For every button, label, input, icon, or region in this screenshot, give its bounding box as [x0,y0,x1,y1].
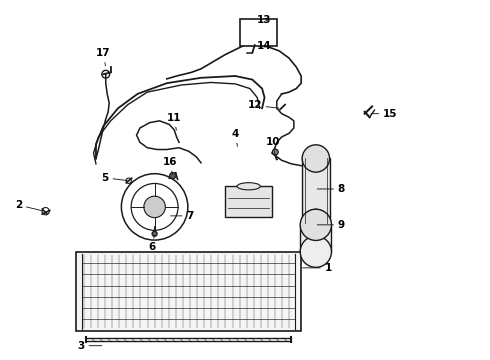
Text: 11: 11 [167,113,181,130]
Ellipse shape [302,210,330,237]
Bar [300,225,331,252]
Text: 10: 10 [266,137,280,155]
Bar [302,158,330,223]
Ellipse shape [152,231,157,236]
Text: 9: 9 [317,220,345,230]
Bar [76,252,301,330]
Ellipse shape [300,236,331,267]
Text: 4: 4 [232,129,239,147]
Ellipse shape [144,196,165,218]
Text: 3: 3 [78,341,102,351]
Text: 2: 2 [15,200,44,211]
Text: 17: 17 [96,48,111,66]
Text: 13: 13 [257,15,272,26]
Text: 16: 16 [163,157,177,174]
Ellipse shape [300,209,331,240]
Ellipse shape [302,145,330,172]
Bar [225,186,272,217]
Text: 14: 14 [257,41,272,50]
Text: 5: 5 [101,173,127,183]
Text: 7: 7 [171,211,194,221]
Ellipse shape [170,172,176,179]
Text: 8: 8 [317,184,345,194]
Text: 15: 15 [371,109,397,119]
Ellipse shape [237,183,260,190]
Bar [240,19,277,45]
Text: 1: 1 [303,263,332,273]
Text: 12: 12 [247,100,279,111]
Text: 6: 6 [148,235,156,252]
Ellipse shape [272,149,278,155]
